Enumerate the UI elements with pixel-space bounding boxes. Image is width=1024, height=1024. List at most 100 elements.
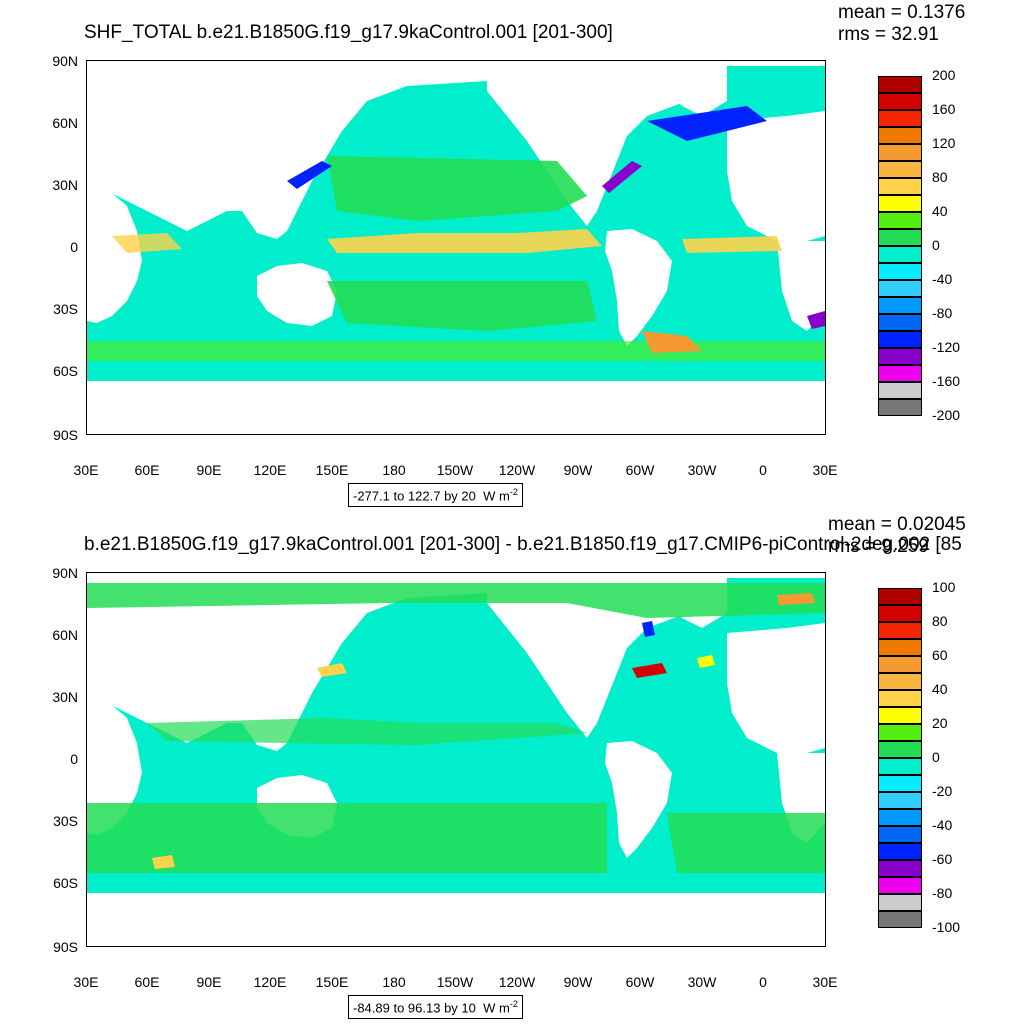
land-africa xyxy=(87,693,142,835)
colorbar-swatch xyxy=(878,605,922,622)
colorbar-label: 0 xyxy=(932,749,940,765)
colorbar-label: -100 xyxy=(932,919,961,935)
south-atlantic-green xyxy=(667,813,825,873)
mean-stat: mean = 0.1376 xyxy=(838,2,966,23)
colorbar-label: 40 xyxy=(932,203,948,219)
lon-tick: 30E xyxy=(812,974,838,990)
colorbar-swatch xyxy=(878,110,922,127)
land-africa-south xyxy=(777,241,825,331)
contour-range-label: -84.89 to 96.13 by 10 xyxy=(353,1000,476,1016)
lon-tick: 30E xyxy=(73,462,99,478)
indian-south-warm xyxy=(152,855,175,869)
land-eurasia xyxy=(87,573,487,751)
colorbar-swatch xyxy=(878,639,922,656)
colorbar-swatch xyxy=(878,724,922,741)
colorbar-swatch xyxy=(878,775,922,792)
map-fill xyxy=(87,61,825,434)
map-fill xyxy=(87,573,825,946)
colorbar-swatch xyxy=(878,792,922,809)
land-antarctica xyxy=(87,893,825,946)
lon-tick: 180 xyxy=(382,462,406,478)
lon-tick: 60W xyxy=(625,974,655,990)
lat-tick: 60S xyxy=(53,875,78,891)
colorbar-label: -40 xyxy=(932,817,953,833)
colorbar-label: 160 xyxy=(932,101,956,117)
gulf-stream-warm xyxy=(632,663,667,678)
colorbar-swatch xyxy=(878,809,922,826)
lon-tick: 90W xyxy=(563,462,593,478)
colorbar xyxy=(878,588,922,928)
colorbar-label: 60 xyxy=(932,647,948,663)
atlantic-equatorial-warm xyxy=(682,236,782,253)
arctic-warm xyxy=(777,593,815,605)
lon-tick: 60E xyxy=(134,462,160,478)
colorbar-swatch xyxy=(878,297,922,314)
map-plot-area xyxy=(86,572,826,947)
colorbar-swatch xyxy=(878,178,922,195)
rms-stat: rms = 9.259 xyxy=(828,536,929,557)
colorbar-label: 100 xyxy=(932,579,956,595)
colorbar-swatch xyxy=(878,382,922,399)
colorbar-label: 80 xyxy=(932,613,948,629)
colorbar-swatch xyxy=(878,127,922,144)
lon-tick: 30E xyxy=(73,974,99,990)
land-europe-africa-east xyxy=(727,623,825,753)
colorbar-label: 20 xyxy=(932,715,948,731)
lat-tick: 0 xyxy=(70,751,78,767)
colorbar-swatch xyxy=(878,263,922,280)
contour-range-box: -84.89 to 96.13 by 10 W m-2 xyxy=(348,995,523,1020)
colorbar-swatch xyxy=(878,365,922,382)
lat-tick: 90N xyxy=(52,53,78,69)
kuroshio-warm xyxy=(317,663,347,677)
land-south-america xyxy=(605,741,672,858)
colorbar-swatch xyxy=(878,656,922,673)
lon-tick: 30E xyxy=(812,462,838,478)
lon-tick: 90E xyxy=(196,462,222,478)
lat-tick: 60S xyxy=(53,363,78,379)
subtropical-green-south xyxy=(327,281,597,331)
colorbar-label: -60 xyxy=(932,851,953,867)
map-plot-area xyxy=(86,60,826,435)
colorbar-label: -200 xyxy=(932,407,961,423)
units-label: W m xyxy=(483,1000,510,1016)
colorbar-swatch xyxy=(878,93,922,110)
colorbar xyxy=(878,76,922,416)
colorbar-label: 200 xyxy=(932,67,956,83)
colorbar-swatch xyxy=(878,331,922,348)
lon-tick: 30W xyxy=(687,974,717,990)
land-africa xyxy=(87,181,142,323)
colorbar-swatch xyxy=(878,348,922,365)
north-pacific-green xyxy=(87,583,825,618)
colorbar-label: 40 xyxy=(932,681,948,697)
lat-tick: 90S xyxy=(53,939,78,955)
lon-tick: 150W xyxy=(436,974,474,990)
lon-tick: 120E xyxy=(253,462,287,478)
colorbar-swatch xyxy=(878,911,922,928)
units-label: W m xyxy=(483,488,510,504)
lon-tick: 180 xyxy=(382,974,406,990)
colorbar-swatch xyxy=(878,860,922,877)
agulhas-cold xyxy=(807,311,825,329)
lon-tick: 150E xyxy=(315,974,349,990)
panel-bottom: b.e21.B1850G.f19_g17.9kaControl.001 [201… xyxy=(0,512,1024,1024)
kuroshio-cold xyxy=(287,161,332,189)
colorbar-swatch xyxy=(878,894,922,911)
equatorial-warm-band xyxy=(327,229,602,253)
land-australia xyxy=(257,263,337,326)
warm-falklands xyxy=(642,331,702,353)
lon-tick: 60W xyxy=(625,462,655,478)
colorbar-label: -160 xyxy=(932,373,961,389)
colorbar-label: 80 xyxy=(932,169,948,185)
gulf-stream-cold xyxy=(602,161,642,193)
colorbar-swatch xyxy=(878,826,922,843)
colorbar-label: -80 xyxy=(932,885,953,901)
colorbar-swatch xyxy=(878,314,922,331)
colorbar-swatch xyxy=(878,758,922,775)
southern-green-band xyxy=(87,803,607,873)
colorbar-swatch xyxy=(878,280,922,297)
indian-warm-patch xyxy=(112,233,182,253)
colorbar-swatch xyxy=(878,707,922,724)
units-exponent: -2 xyxy=(509,487,518,497)
lon-tick: 0 xyxy=(759,974,767,990)
panel-title: b.e21.B1850G.f19_g17.9kaControl.001 [201… xyxy=(84,534,962,555)
